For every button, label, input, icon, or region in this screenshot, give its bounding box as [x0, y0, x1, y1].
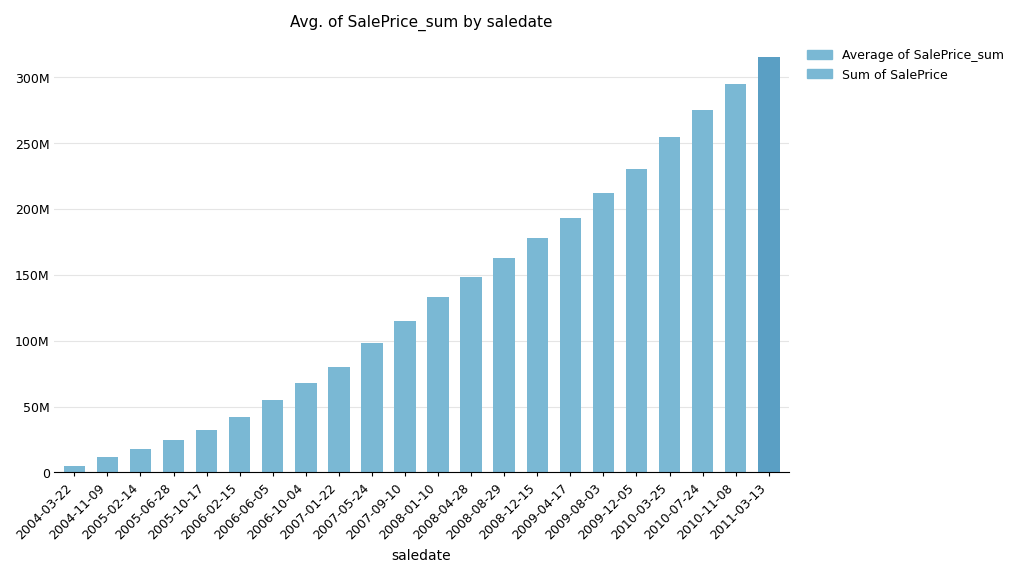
Bar — [328, 367, 349, 473]
Bar — [427, 298, 449, 473]
Bar — [295, 383, 316, 473]
Bar — [559, 218, 581, 473]
Bar — [63, 466, 85, 473]
Bar — [658, 137, 680, 473]
Bar — [592, 194, 613, 473]
Bar — [360, 343, 382, 473]
Bar — [262, 400, 284, 473]
Bar — [394, 321, 416, 473]
Bar — [758, 58, 779, 473]
Bar — [196, 431, 217, 473]
Bar — [724, 84, 745, 473]
Title: Avg. of SalePrice_sum by saledate: Avg. of SalePrice_sum by saledate — [290, 15, 552, 31]
Bar — [163, 440, 184, 473]
Legend: Average of SalePrice_sum, Sum of SalePrice: Average of SalePrice_sum, Sum of SalePri… — [802, 45, 1009, 87]
Bar — [626, 170, 647, 473]
Bar — [691, 110, 713, 473]
Bar — [130, 449, 152, 473]
Bar — [96, 457, 118, 473]
X-axis label: saledate: saledate — [391, 549, 451, 563]
Bar — [228, 417, 250, 473]
Bar — [526, 238, 548, 473]
Bar — [494, 258, 515, 473]
Bar — [460, 277, 481, 473]
